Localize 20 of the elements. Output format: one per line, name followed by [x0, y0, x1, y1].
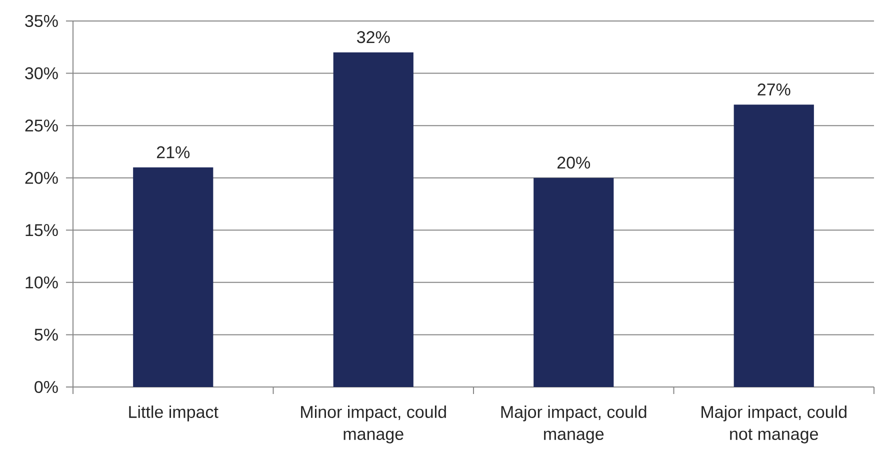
y-tick-label: 5% [34, 328, 58, 341]
y-tick-label: 30% [25, 67, 58, 80]
y-tick-label: 35% [25, 14, 58, 28]
data-label: 27% [758, 83, 790, 96]
x-tick-label: Major impact, could not manage [702, 406, 846, 444]
y-tick-label: 10% [26, 276, 58, 288]
data-label: 21% [156, 146, 190, 158]
y-tick-label: 25% [25, 120, 58, 132]
data-label: 32% [357, 31, 390, 44]
x-tick-label: Major impact, could manage [501, 406, 646, 444]
x-tick-label: Little impact [129, 406, 218, 422]
y-tick-label: 20% [25, 172, 58, 184]
bar [333, 52, 414, 387]
bar [534, 178, 614, 387]
bar [133, 167, 214, 387]
y-tick-label: 15% [26, 224, 58, 236]
data-label: 20% [557, 156, 590, 169]
bar [734, 104, 814, 387]
x-tick-label: Minor impact, could manage [301, 406, 446, 444]
y-tick-label: 0% [34, 380, 58, 394]
